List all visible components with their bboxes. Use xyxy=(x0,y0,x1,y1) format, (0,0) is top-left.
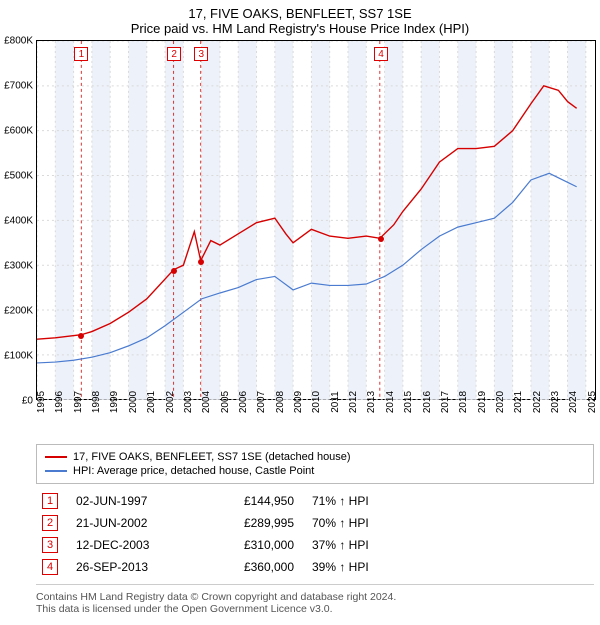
sale-row: 1 02-JUN-1997 £144,950 71% ↑ HPI xyxy=(36,490,594,512)
sale-row: 2 21-JUN-2002 £289,995 70% ↑ HPI xyxy=(36,512,594,534)
y-tick-label: £100K xyxy=(4,351,33,362)
x-tick-label: 2010 xyxy=(311,391,322,413)
sale-marker-4: 4 xyxy=(374,47,388,61)
x-tick-label: 2025 xyxy=(587,391,598,413)
sale-dot-4 xyxy=(378,236,384,242)
x-tick-label: 1997 xyxy=(73,391,84,413)
sale-row-price: £360,000 xyxy=(204,560,294,574)
x-tick-label: 1995 xyxy=(36,391,47,413)
sale-row-marker: 3 xyxy=(42,537,58,553)
legend-swatch xyxy=(45,470,67,472)
sale-row-marker: 2 xyxy=(42,515,58,531)
page-subtitle: Price paid vs. HM Land Registry's House … xyxy=(4,21,596,36)
sale-dot-2 xyxy=(171,268,177,274)
legend-item: HPI: Average price, detached house, Cast… xyxy=(45,464,585,478)
x-tick-label: 2022 xyxy=(532,391,543,413)
sale-dot-3 xyxy=(198,259,204,265)
legend-swatch xyxy=(45,456,67,458)
x-tick-label: 2013 xyxy=(366,391,377,413)
sale-row-price: £289,995 xyxy=(204,516,294,530)
y-tick-label: £200K xyxy=(4,306,33,317)
legend-label: HPI: Average price, detached house, Cast… xyxy=(73,465,314,477)
x-tick-label: 2002 xyxy=(165,391,176,413)
sale-row: 4 26-SEP-2013 £360,000 39% ↑ HPI xyxy=(36,556,594,578)
sale-row-price: £310,000 xyxy=(204,538,294,552)
x-tick-label: 2020 xyxy=(495,391,506,413)
x-tick-label: 2009 xyxy=(293,391,304,413)
sale-dot-1 xyxy=(78,333,84,339)
x-tick-label: 2007 xyxy=(256,391,267,413)
x-tick-label: 2023 xyxy=(550,391,561,413)
x-tick-label: 2016 xyxy=(422,391,433,413)
x-tick-label: 2015 xyxy=(403,391,414,413)
x-tick-label: 2005 xyxy=(220,391,231,413)
x-tick-label: 2021 xyxy=(513,391,524,413)
sale-row-date: 21-JUN-2002 xyxy=(76,516,186,530)
sale-row-marker: 1 xyxy=(42,493,58,509)
sale-row-price: £144,950 xyxy=(204,494,294,508)
y-tick-label: £600K xyxy=(4,126,33,137)
legend-label: 17, FIVE OAKS, BENFLEET, SS7 1SE (detach… xyxy=(73,451,351,463)
y-tick-label: £0 xyxy=(22,396,33,407)
x-tick-label: 2012 xyxy=(348,391,359,413)
y-tick-label: £800K xyxy=(4,36,33,47)
y-tick-label: £700K xyxy=(4,81,33,92)
x-tick-label: 2011 xyxy=(330,391,341,413)
sale-marker-3: 3 xyxy=(194,47,208,61)
x-axis-labels: 1995199619971998199920002001200220032004… xyxy=(36,400,596,440)
y-tick-label: £500K xyxy=(4,171,33,182)
footer-line-1: Contains HM Land Registry data © Crown c… xyxy=(36,591,594,603)
x-tick-label: 2014 xyxy=(385,391,396,413)
sale-row: 3 12-DEC-2003 £310,000 37% ↑ HPI xyxy=(36,534,594,556)
sale-marker-2: 2 xyxy=(167,47,181,61)
y-tick-label: £300K xyxy=(4,261,33,272)
price-chart: 1 23 4 xyxy=(36,40,596,400)
x-tick-label: 1998 xyxy=(91,391,102,413)
sale-row-date: 02-JUN-1997 xyxy=(76,494,186,508)
legend-item: 17, FIVE OAKS, BENFLEET, SS7 1SE (detach… xyxy=(45,450,585,464)
y-tick-label: £400K xyxy=(4,216,33,227)
x-tick-label: 2003 xyxy=(183,391,194,413)
x-tick-label: 2000 xyxy=(128,391,139,413)
x-tick-label: 2008 xyxy=(275,391,286,413)
x-tick-label: 2004 xyxy=(201,391,212,413)
sale-marker-1: 1 xyxy=(74,47,88,61)
sale-row-pct: 37% ↑ HPI xyxy=(312,538,402,552)
page-title: 17, FIVE OAKS, BENFLEET, SS7 1SE xyxy=(4,6,596,21)
x-tick-label: 2024 xyxy=(568,391,579,413)
x-tick-label: 2006 xyxy=(238,391,249,413)
sales-table: 1 02-JUN-1997 £144,950 71% ↑ HPI 2 21-JUN-200… xyxy=(36,490,594,578)
sale-row-pct: 70% ↑ HPI xyxy=(312,516,402,530)
x-tick-label: 2019 xyxy=(477,391,488,413)
x-tick-label: 2018 xyxy=(458,391,469,413)
sale-row-pct: 39% ↑ HPI xyxy=(312,560,402,574)
chart-legend: 17, FIVE OAKS, BENFLEET, SS7 1SE (detach… xyxy=(36,444,594,484)
x-tick-label: 2017 xyxy=(440,391,451,413)
sale-row-date: 12-DEC-2003 xyxy=(76,538,186,552)
sale-row-pct: 71% ↑ HPI xyxy=(312,494,402,508)
x-tick-label: 2001 xyxy=(146,391,157,413)
chart-svg xyxy=(37,41,595,400)
x-tick-label: 1999 xyxy=(109,391,120,413)
y-axis-labels: £0£100K£200K£300K£400K£500K£600K£700K£80… xyxy=(0,40,36,402)
footer-line-2: This data is licensed under the Open Gov… xyxy=(36,603,594,615)
footer: Contains HM Land Registry data © Crown c… xyxy=(36,584,594,625)
sale-row-marker: 4 xyxy=(42,559,58,575)
x-tick-label: 1996 xyxy=(54,391,65,413)
sale-row-date: 26-SEP-2013 xyxy=(76,560,186,574)
